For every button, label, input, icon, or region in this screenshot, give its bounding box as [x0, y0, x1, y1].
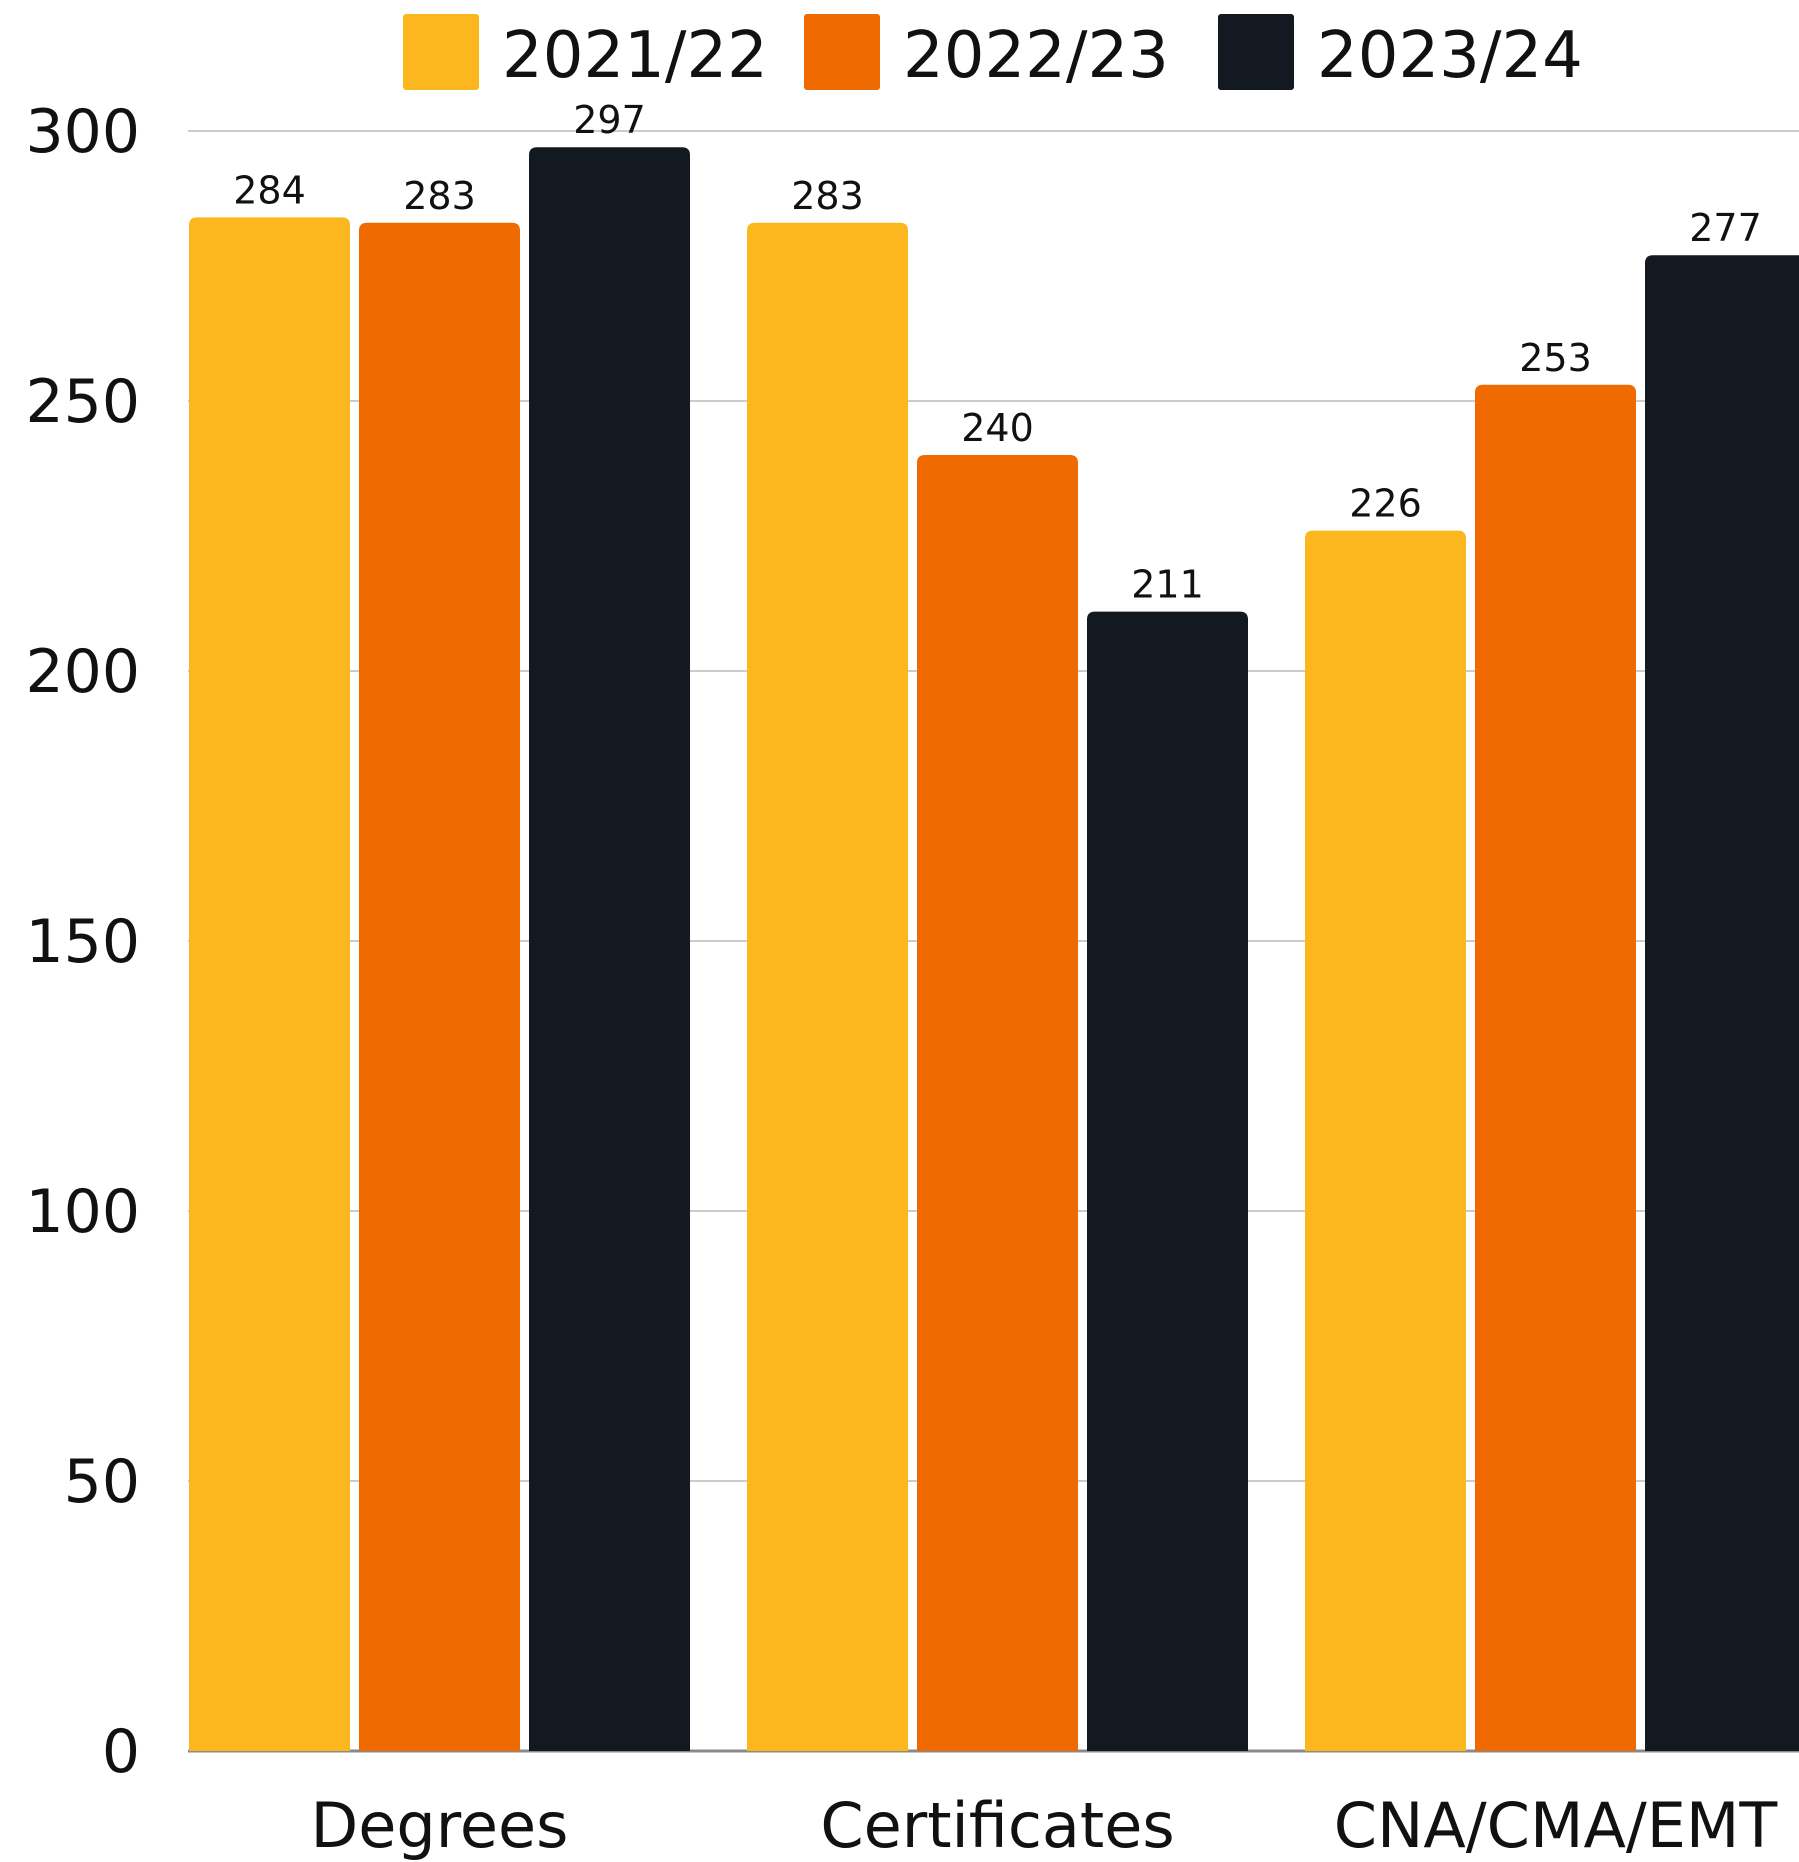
bar-cna-cma-emt-2022-23	[1475, 384, 1636, 1751]
data-label: 211	[1131, 563, 1204, 607]
legend-swatch-2022-23	[804, 14, 880, 90]
y-tick-label-50: 50	[64, 1447, 140, 1517]
bar-degrees-2021-22	[189, 217, 350, 1751]
x-tick-label-cna-cma-emt: CNA/CMA/EMT	[1334, 1789, 1779, 1862]
x-axis: Degrees Certificates CNA/CMA/EMT	[311, 1789, 1779, 1862]
bar-certificates-2022-23	[917, 455, 1078, 1751]
data-label: 297	[573, 98, 646, 142]
x-tick-label-degrees: Degrees	[311, 1789, 569, 1862]
data-label: 240	[961, 406, 1034, 450]
legend-swatch-2023-24	[1218, 14, 1294, 90]
y-tick-label-250: 250	[25, 367, 140, 437]
y-tick-label-200: 200	[25, 637, 140, 707]
bar-cna-cma-emt-2023-24	[1645, 255, 1799, 1751]
bar-degrees-2023-24	[529, 147, 690, 1752]
bar-certificates-2021-22	[747, 222, 908, 1751]
legend-label-2021-22: 2021/22	[502, 19, 768, 93]
legend: 2021/22 2022/23 2023/24	[403, 14, 1583, 93]
x-tick-label-certificates: Certificates	[820, 1789, 1174, 1862]
y-tick-label-100: 100	[25, 1177, 140, 1247]
bar-certificates-2023-24	[1087, 611, 1248, 1751]
data-labels: 284 283 297 283 240 211 226 253 277	[233, 98, 1762, 606]
y-axis: 0 50 100 150 200 250 300	[25, 97, 140, 1787]
data-label: 226	[1349, 482, 1422, 526]
y-tick-label-0: 0	[102, 1717, 140, 1787]
legend-label-2022-23: 2022/23	[903, 19, 1169, 93]
data-label: 284	[233, 168, 306, 212]
data-label: 283	[791, 174, 864, 218]
bar-cna-cma-emt-2021-22	[1305, 530, 1466, 1751]
data-label: 277	[1689, 206, 1762, 250]
legend-label-2023-24: 2023/24	[1317, 19, 1583, 93]
y-tick-label-300: 300	[25, 97, 140, 167]
bar-degrees-2022-23	[359, 222, 520, 1751]
legend-swatch-2021-22	[403, 14, 479, 90]
y-tick-label-150: 150	[25, 907, 140, 977]
data-label: 253	[1519, 336, 1592, 380]
data-label: 283	[403, 174, 476, 218]
bars	[189, 147, 1799, 1752]
